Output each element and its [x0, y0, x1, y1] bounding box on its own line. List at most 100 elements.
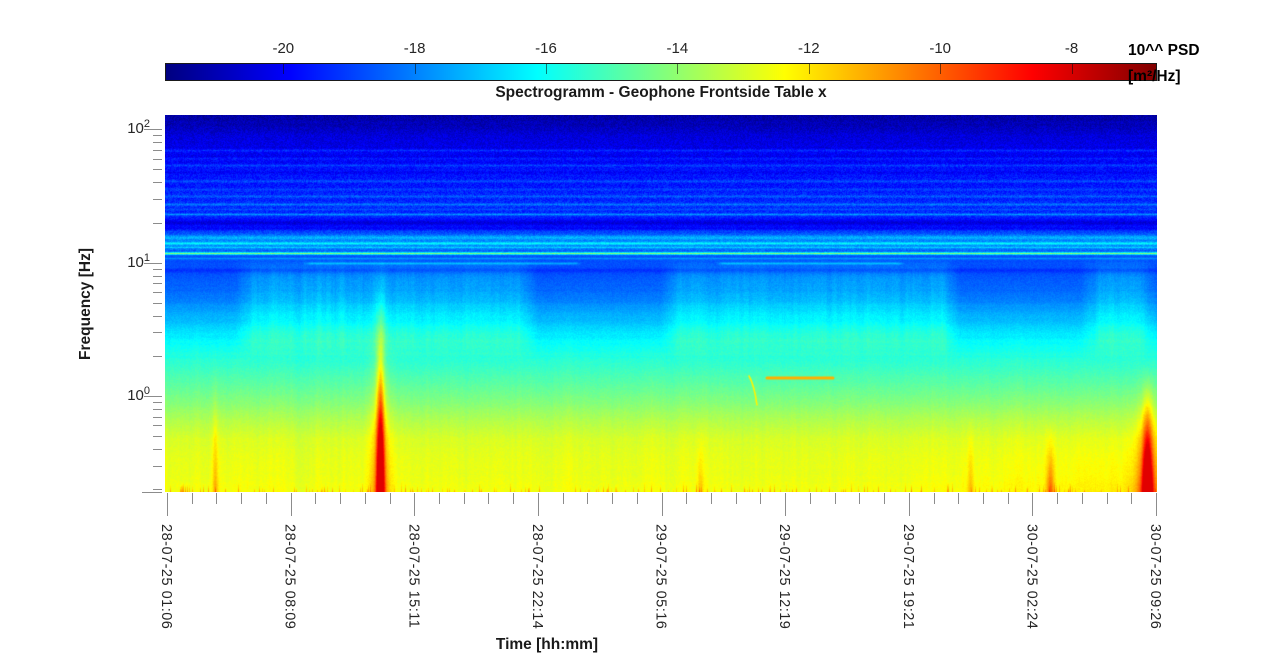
x-axis-minor-tick — [735, 493, 737, 504]
colorbar-tick-label: -10 — [929, 40, 952, 57]
y-axis-tick-label: 100 — [127, 384, 150, 404]
x-axis-minor-tick — [859, 493, 861, 504]
x-axis-minor-tick — [463, 493, 465, 504]
x-axis-minor-tick — [389, 493, 391, 504]
y-axis-minor-tick — [153, 169, 162, 171]
y-axis-minor-tick — [153, 489, 162, 490]
y-axis-major-tick — [144, 262, 162, 264]
x-axis-minor-tick — [760, 493, 762, 504]
colorbar-tick — [1071, 64, 1073, 74]
y-axis-minor-tick — [153, 355, 162, 357]
x-axis-major-tick — [1032, 493, 1034, 516]
x-axis-minor-tick — [884, 493, 885, 504]
x-axis-minor-tick — [834, 493, 836, 504]
x-axis-major-tick — [1156, 493, 1157, 516]
x-axis-major-tick — [908, 493, 910, 516]
colorbar-tick-label: -14 — [666, 40, 689, 57]
y-axis-label: Frequency [Hz] — [77, 248, 94, 360]
x-axis-minor-tick — [686, 493, 688, 504]
x-axis-tick-label: 29-07-25 19:21 — [899, 524, 916, 630]
colorbar-unit-line1: 10^^ PSD — [1128, 42, 1200, 59]
x-axis-minor-tick — [1081, 493, 1083, 504]
x-axis-minor-tick — [488, 493, 490, 504]
x-axis-tick-label: 28-07-25 01:06 — [158, 524, 174, 630]
x-axis-tick-label: 28-07-25 22:14 — [528, 524, 545, 630]
x-axis-minor-tick — [933, 493, 935, 504]
x-axis-minor-tick — [711, 493, 712, 504]
x-axis-minor-tick — [1057, 493, 1059, 504]
y-axis-minor-tick — [153, 448, 162, 450]
x-axis-tick-label: 30-07-25 02:24 — [1023, 524, 1040, 630]
x-axis-minor-tick — [982, 493, 984, 504]
x-axis-minor-tick — [265, 493, 267, 504]
x-axis-major-tick — [661, 493, 663, 516]
y-axis-tick-label: 101 — [127, 251, 150, 271]
colorbar — [165, 63, 1157, 81]
x-axis-tick-label: 30-07-25 09:26 — [1147, 524, 1163, 630]
x-axis-minor-tick — [958, 493, 960, 504]
y-axis-minor-tick — [153, 425, 162, 427]
chart-title: Spectrogramm - Geophone Frontside Table … — [495, 84, 827, 101]
colorbar-tick-label: -12 — [797, 40, 820, 57]
y-axis-minor-tick — [153, 402, 162, 403]
colorbar-tick-label: -8 — [1064, 40, 1079, 57]
y-axis-minor-tick — [153, 332, 162, 334]
y-axis-minor-tick — [153, 275, 162, 277]
y-axis-minor-tick — [153, 408, 162, 410]
x-axis-major-tick — [167, 493, 168, 516]
y-axis-minor-tick — [153, 292, 162, 294]
colorbar-tick — [940, 64, 942, 74]
x-axis-minor-tick — [1106, 493, 1108, 504]
y-axis-minor-tick — [153, 268, 162, 270]
colorbar-tick — [546, 64, 547, 74]
x-axis-minor-tick — [636, 493, 638, 504]
x-axis-minor-tick — [241, 493, 243, 504]
x-axis-minor-tick — [562, 493, 564, 504]
x-axis-tick-label: 29-07-25 12:19 — [776, 524, 793, 630]
y-axis-minor-tick — [153, 283, 162, 285]
colorbar-tick-label: -16 — [535, 40, 557, 57]
colorbar-tick-label: -20 — [272, 40, 295, 57]
x-axis-minor-tick — [439, 493, 440, 504]
x-axis-minor-tick — [513, 493, 515, 504]
x-axis-minor-tick — [340, 493, 342, 504]
y-axis-major-tick — [144, 395, 162, 397]
x-axis-major-tick — [290, 493, 292, 516]
x-axis-minor-tick — [809, 493, 811, 504]
x-axis-tick-label: 28-07-25 15:11 — [405, 524, 422, 629]
spectrogram-canvas — [165, 115, 1157, 492]
y-axis-minor-tick — [153, 199, 162, 200]
x-axis-label: Time [hh:mm] — [495, 636, 599, 653]
colorbar-tick — [808, 64, 810, 74]
x-axis-major-tick — [785, 493, 787, 516]
x-axis-tick-label: 29-07-25 05:16 — [652, 524, 669, 630]
x-axis-minor-tick — [1007, 493, 1009, 504]
y-axis-tick-label: 102 — [127, 118, 150, 138]
x-axis-tick-label: 28-07-25 08:09 — [281, 524, 298, 630]
y-axis-minor-tick — [153, 465, 162, 467]
y-axis-minor-tick — [153, 149, 162, 151]
y-axis-minor-tick — [153, 416, 162, 418]
y-axis-minor-tick — [153, 135, 162, 137]
y-axis-minor-tick — [153, 182, 162, 184]
colorbar-tick — [677, 64, 679, 74]
x-axis-minor-tick — [364, 493, 366, 504]
colorbar-tick — [283, 64, 285, 74]
colorbar-unit-line2: [m²/Hz] — [1128, 68, 1181, 85]
colorbar-tick — [414, 64, 416, 74]
y-axis-minor-tick — [153, 142, 162, 144]
x-axis-minor-tick — [612, 493, 613, 504]
y-axis-minor-tick — [153, 222, 162, 224]
x-axis-corner-line — [142, 492, 162, 493]
x-axis-major-tick — [414, 493, 416, 516]
x-axis-minor-tick — [191, 493, 193, 504]
colorbar-unit-label: 10^^ PSD [m²/Hz] — [1128, 38, 1200, 90]
x-axis-minor-tick — [1131, 493, 1133, 504]
y-axis-minor-tick — [153, 315, 162, 317]
x-axis-minor-tick — [315, 493, 317, 504]
colorbar-tick-label: -18 — [403, 40, 426, 57]
y-axis-minor-tick — [153, 436, 162, 437]
y-axis-major-tick — [144, 129, 162, 131]
y-axis-minor-tick — [153, 158, 162, 160]
